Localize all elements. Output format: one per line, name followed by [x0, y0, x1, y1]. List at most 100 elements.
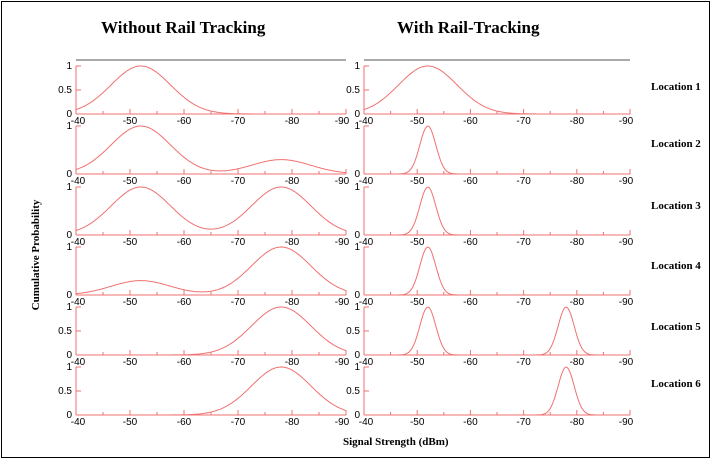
- x-tick-label: -90: [335, 357, 350, 368]
- x-tick-label: -50: [123, 237, 138, 248]
- x-tick-label: -80: [285, 116, 300, 127]
- x-tick-label: -90: [335, 237, 350, 248]
- y-tick-label: 0: [66, 350, 72, 361]
- series-curve: [363, 65, 630, 115]
- x-tick-label: -60: [463, 116, 478, 127]
- y-tick-label: 0: [354, 350, 360, 361]
- x-tick-label: -40: [359, 237, 374, 248]
- x-tick-label: -70: [516, 176, 531, 187]
- y-tick-label: 1: [66, 362, 72, 373]
- x-axis-label: Signal Strength (dBm): [343, 436, 449, 448]
- x-tick-label: -90: [619, 297, 634, 308]
- y-tick-label: 0.5: [58, 85, 72, 96]
- x-tick-label: -60: [463, 417, 478, 428]
- y-tick-label: 0.5: [58, 326, 72, 337]
- x-tick-label: -70: [231, 417, 246, 428]
- y-tick-label: 1: [354, 302, 360, 313]
- y-tick-label: 0: [354, 169, 360, 180]
- location-4-label: Location 4: [651, 260, 701, 272]
- x-tick-label: -70: [516, 417, 531, 428]
- y-tick-label: 0: [354, 109, 360, 120]
- panel-without-location-6: 1 0.5 0-40 -50 -60 -70 -80 -90: [58, 362, 350, 428]
- x-tick-label: -40: [359, 417, 374, 428]
- x-tick-label: -40: [359, 176, 374, 187]
- x-tick-label: -80: [570, 297, 585, 308]
- x-tick-label: -80: [570, 116, 585, 127]
- x-tick-label: -70: [516, 237, 531, 248]
- x-tick-label: -60: [463, 176, 478, 187]
- y-tick-label: 0.5: [58, 386, 72, 397]
- panel-with-location-5: 1 0.5 0-40 -50 -60 -70 -80 -90: [346, 302, 634, 368]
- location-1-label: Location 1: [651, 81, 701, 93]
- location-3-label: Location 3: [651, 200, 701, 212]
- x-tick-label: -90: [335, 417, 350, 428]
- x-tick-label: -70: [231, 237, 246, 248]
- x-tick-label: -50: [410, 417, 425, 428]
- x-tick-label: -50: [410, 237, 425, 248]
- x-tick-label: -40: [71, 176, 86, 187]
- x-tick-label: -70: [231, 357, 246, 368]
- panel-without-location-5: 1 0.5 0-40 -50 -60 -70 -80 -90: [58, 302, 350, 368]
- left-column-title: Without Rail Tracking: [101, 18, 266, 37]
- x-tick-label: -70: [231, 297, 246, 308]
- x-tick-label: -50: [123, 357, 138, 368]
- y-tick-label: 0: [354, 290, 360, 301]
- x-tick-label: -50: [123, 297, 138, 308]
- x-tick-label: -40: [71, 357, 86, 368]
- x-tick-label: -50: [410, 176, 425, 187]
- x-tick-label: -70: [231, 116, 246, 127]
- x-tick-label: -40: [71, 417, 86, 428]
- x-tick-label: -40: [71, 116, 86, 127]
- x-tick-label: -90: [619, 176, 634, 187]
- x-tick-label: -80: [570, 176, 585, 187]
- y-tick-label: 1: [66, 61, 72, 72]
- series-curve: [76, 306, 347, 356]
- x-tick-label: -50: [410, 116, 425, 127]
- location-2-label: Location 2: [651, 138, 701, 150]
- series-curve: [364, 366, 630, 416]
- series-curve: [75, 65, 346, 115]
- x-tick-label: -90: [619, 237, 634, 248]
- x-tick-label: -50: [410, 297, 425, 308]
- x-tick-label: -50: [123, 116, 138, 127]
- y-tick-label: 0.5: [346, 386, 360, 397]
- x-tick-label: -80: [285, 417, 300, 428]
- x-tick-label: -80: [570, 357, 585, 368]
- x-tick-label: -60: [463, 357, 478, 368]
- y-tick-label: 1: [66, 242, 72, 253]
- x-tick-label: -60: [177, 417, 192, 428]
- y-tick-label: 0.5: [346, 326, 360, 337]
- y-tick-label: 0: [354, 230, 360, 241]
- x-tick-label: -70: [516, 297, 531, 308]
- y-tick-label: 0: [66, 230, 72, 241]
- x-tick-label: -50: [123, 417, 138, 428]
- x-tick-label: -70: [516, 116, 531, 127]
- x-tick-label: -40: [359, 357, 374, 368]
- x-tick-label: -80: [285, 357, 300, 368]
- panel-with-location-1: 1 0.5 0-40 -50 -60 -70 -80 -90: [346, 59, 634, 127]
- x-tick-label: -90: [335, 116, 350, 127]
- y-tick-label: 1: [66, 302, 72, 313]
- y-tick-label: 1: [354, 61, 360, 72]
- series-curve: [75, 125, 347, 174]
- series-curve: [76, 366, 347, 416]
- x-tick-label: -90: [335, 176, 350, 187]
- y-tick-label: 1: [354, 242, 360, 253]
- x-tick-label: -90: [619, 417, 634, 428]
- y-tick-label: 0: [354, 410, 360, 421]
- x-tick-label: -70: [231, 176, 246, 187]
- x-tick-label: -50: [410, 357, 425, 368]
- panel-without-location-3: 1 0-40 -50 -60 -70 -80 -90: [66, 182, 349, 248]
- y-tick-label: 0.5: [346, 85, 360, 96]
- x-tick-label: -60: [177, 357, 192, 368]
- x-tick-label: -40: [71, 237, 86, 248]
- y-tick-label: 0: [66, 169, 72, 180]
- panel-with-location-2: 1 0-40 -50 -60 -70 -80 -90: [354, 121, 633, 187]
- x-tick-label: -80: [570, 417, 585, 428]
- x-tick-label: -60: [463, 237, 478, 248]
- y-tick-label: 0: [66, 290, 72, 301]
- x-tick-label: -80: [285, 237, 300, 248]
- panel-without-location-4: 1 0-40 -50 -60 -70 -80 -90: [66, 242, 349, 308]
